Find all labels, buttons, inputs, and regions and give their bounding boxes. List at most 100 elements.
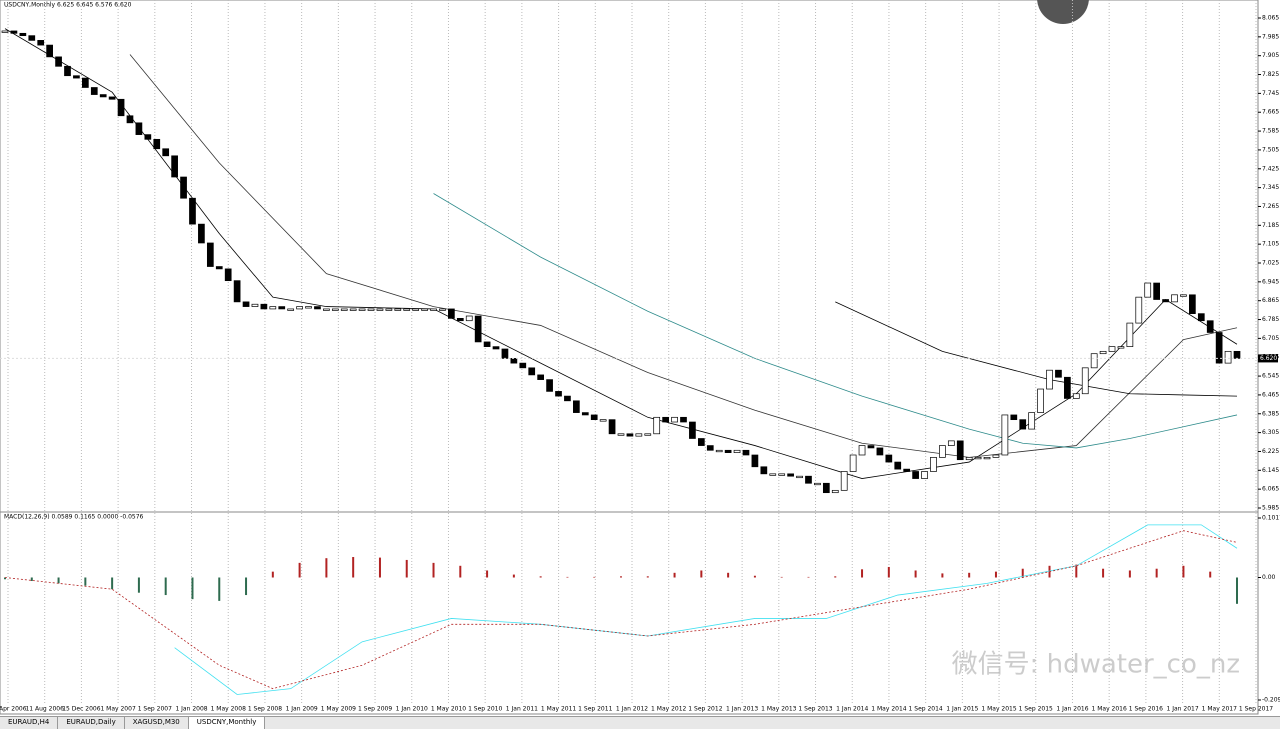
y-tick-label: 6.705 (1262, 335, 1279, 342)
candle (1206, 320, 1214, 333)
macd-bar (298, 562, 301, 578)
candle (1055, 369, 1062, 378)
y-tick-label: 6.545 (1262, 373, 1279, 380)
macd-bar (352, 557, 355, 578)
candle (90, 87, 98, 95)
candle (171, 155, 178, 178)
macd-bar (218, 577, 221, 601)
macd-bar (994, 571, 997, 578)
candle (189, 197, 196, 225)
macd-bar (539, 576, 542, 578)
candle (1090, 353, 1098, 369)
macd-bar (164, 577, 167, 596)
y-tick-label: 8.065 (1262, 15, 1279, 22)
macd-bar (566, 576, 569, 578)
candle (956, 440, 964, 461)
candle (849, 454, 857, 472)
candle (323, 308, 330, 311)
candle (1197, 313, 1205, 322)
macd-bar (887, 566, 890, 578)
candle (501, 348, 509, 359)
candle (144, 134, 152, 140)
macd-bar (914, 570, 917, 578)
x-tick-label: 1 Jan 2017 (1167, 706, 1199, 713)
x-tick-label: 1 May 2015 (981, 706, 1016, 713)
tab[interactable]: XAGUSD,M30 (125, 717, 189, 729)
candle (474, 315, 482, 343)
macd-bar (191, 577, 194, 600)
macd-bar (111, 577, 114, 590)
candle (564, 395, 571, 402)
candle (653, 416, 661, 435)
x-tick-label: 1 Jan 2009 (286, 706, 318, 713)
candle (403, 308, 411, 311)
candle (1153, 282, 1161, 300)
candle (1, 30, 9, 33)
candle (1001, 414, 1009, 456)
macd-bar (593, 576, 596, 578)
candle (1117, 346, 1125, 349)
macd-bar (459, 565, 462, 578)
candle (1064, 376, 1071, 399)
candle (46, 44, 53, 58)
x-tick-label: 1 Sep 2007 (138, 706, 172, 713)
candle (55, 56, 62, 67)
x-tick-label: 1 May 2012 (651, 706, 686, 713)
candle (412, 308, 420, 311)
y-tick-label: 7.105 (1262, 241, 1279, 248)
tab[interactable]: EURAUD,H4 (0, 717, 59, 729)
candle (349, 308, 357, 311)
macd-line (4, 530, 1238, 690)
y-tick-label: 6.945 (1262, 278, 1279, 285)
candle (10, 30, 18, 34)
x-tick-label: 1 Sep 2012 (688, 706, 722, 713)
x-tick-label: 20 Apr 2006 (0, 706, 27, 713)
candle (689, 421, 696, 439)
candle (528, 367, 536, 376)
macd-bar (4, 577, 6, 580)
candle (751, 454, 759, 468)
tab[interactable]: EURAUD,Daily (58, 717, 125, 729)
x-tick-label: 1 Sep 2017 (1239, 706, 1273, 713)
macd-title: MACD(12,26,9) 0.0589 0.1165 0.0000 -0.05… (4, 514, 144, 521)
candle (233, 280, 241, 303)
candle (153, 138, 161, 150)
candle (697, 438, 705, 446)
x-tick-label: 1 Sep 2011 (578, 706, 612, 713)
candle (456, 318, 464, 322)
y-tick-label: 6.785 (1262, 316, 1279, 323)
x-tick-label: 1 May 2007 (100, 706, 135, 713)
macd-bar (780, 576, 783, 578)
macd-bar (486, 570, 489, 578)
x-tick-label: 1 Jan 2011 (506, 706, 538, 713)
candle (680, 416, 687, 423)
candle (1072, 393, 1080, 399)
candle (278, 306, 286, 310)
candle (162, 148, 170, 157)
candle (1046, 369, 1053, 390)
candle (37, 40, 45, 46)
candle (1180, 294, 1187, 297)
candle (28, 35, 36, 41)
macd-bar (807, 576, 810, 578)
candle (796, 475, 803, 479)
x-tick-label: 1 May 2014 (871, 706, 906, 713)
price-label: 6.620 (1260, 355, 1277, 362)
candle (224, 268, 232, 282)
tab[interactable]: USDCNY,Monthly (188, 717, 266, 729)
candle (599, 419, 607, 422)
candle (1081, 367, 1089, 395)
candle (1099, 350, 1107, 355)
x-tick-label: 1 Jan 2015 (946, 706, 978, 713)
widget (1037, 0, 1089, 24)
y-tick-label: 7.345 (1262, 184, 1279, 191)
candle (331, 308, 339, 311)
candle (912, 471, 919, 479)
candle (1010, 414, 1018, 421)
candle (590, 414, 598, 421)
y-tick-label: 7.425 (1262, 165, 1279, 172)
candle (769, 473, 777, 476)
x-tick-label: 1 Sep 2009 (358, 706, 392, 713)
candle (930, 457, 937, 472)
y-tick-label: 0.00 (1262, 574, 1276, 581)
